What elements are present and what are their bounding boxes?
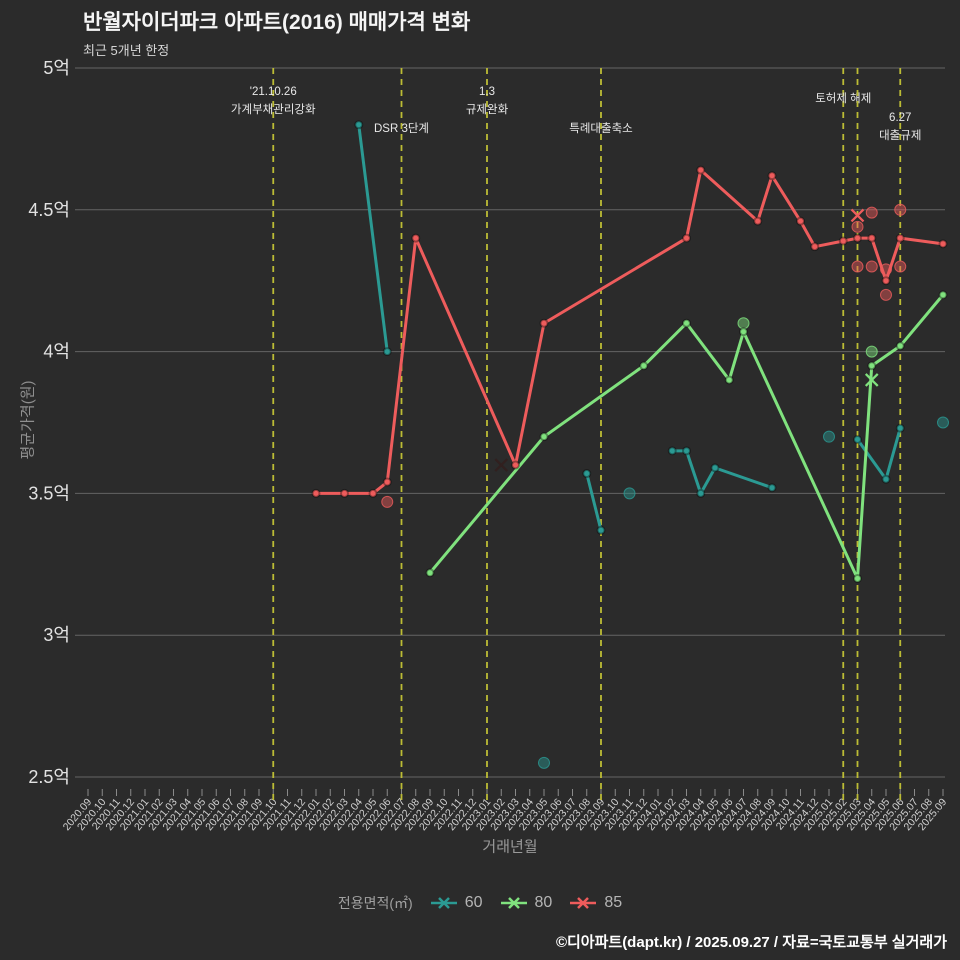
y-axis-title: 평균가격(원) [19, 380, 37, 460]
legend: 전용면적(㎡) 60 80 85 [0, 893, 960, 913]
svg-text:특례대출축소: 특례대출축소 [569, 122, 632, 135]
legend-item-85[interactable]: 85 [570, 894, 622, 912]
x-axis-title: 거래년월 [482, 838, 538, 856]
legend-item-label: 85 [604, 894, 623, 911]
svg-text:6.27: 6.27 [889, 112, 911, 124]
credit-text: ©디아파트(dapt.kr) / 2025.09.27 / 자료=국토교통부 실… [555, 934, 947, 951]
legend-item-60[interactable]: 60 [430, 894, 483, 912]
legend-item-80[interactable]: 80 [500, 894, 553, 912]
svg-text:3억: 3억 [43, 625, 70, 645]
chart-subtitle: 최근 5개년 한정 [83, 43, 170, 58]
legend-item-label: 60 [464, 894, 483, 911]
svg-text:2.5억: 2.5억 [28, 767, 70, 787]
x-axis-labels: 2020.092020.102020.112020.122021.012021.… [61, 796, 950, 833]
svg-text:가계부채관리강화: 가계부채관리강화 [231, 103, 316, 116]
svg-text:토허제 해제: 토허제 해제 [815, 92, 871, 105]
svg-text:4.5억: 4.5억 [28, 200, 70, 220]
gridlines [75, 67, 945, 778]
svg-text:'21.10.26: '21.10.26 [250, 86, 297, 98]
line-x-marker-icon [570, 897, 597, 909]
svg-text:1.3: 1.3 [479, 86, 495, 98]
svg-text:4억: 4억 [43, 342, 70, 362]
svg-text:5억: 5억 [43, 58, 70, 78]
svg-text:3.5억: 3.5억 [28, 483, 70, 503]
legend-title: 전용면적(㎡) [337, 895, 413, 911]
line-x-marker-icon [430, 897, 457, 909]
series-80 [425, 290, 948, 583]
svg-text:규제완화: 규제완화 [466, 103, 509, 116]
extra-markers [494, 458, 509, 472]
x-axis-ticks [87, 789, 944, 796]
y-axis-labels: 2.5억 3억 3.5억 4억 4.5억 5억 [28, 58, 70, 787]
series-85 [311, 165, 948, 508]
svg-text:DSR 3단계: DSR 3단계 [374, 122, 429, 135]
chart-title: 반월자이더파크 아파트(2016) 매매가격 변화 [83, 11, 471, 34]
legend-item-label: 80 [534, 894, 553, 911]
svg-text:대출규제: 대출규제 [879, 129, 921, 142]
line-x-marker-icon [500, 897, 527, 909]
